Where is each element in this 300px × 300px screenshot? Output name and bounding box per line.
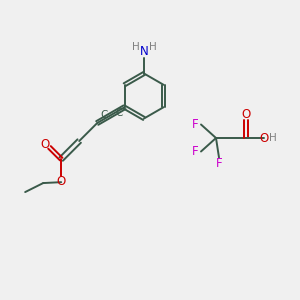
Text: H: H (148, 42, 156, 52)
Text: N: N (140, 45, 148, 58)
Text: F: F (216, 157, 222, 170)
Text: F: F (192, 118, 199, 131)
Text: C: C (100, 110, 108, 120)
Text: O: O (40, 138, 50, 151)
Text: H: H (268, 133, 276, 143)
Text: C: C (116, 109, 123, 118)
Text: O: O (56, 175, 66, 188)
Text: O: O (242, 108, 250, 121)
Text: F: F (192, 145, 199, 158)
Text: H: H (132, 42, 140, 52)
Text: O: O (259, 131, 268, 145)
